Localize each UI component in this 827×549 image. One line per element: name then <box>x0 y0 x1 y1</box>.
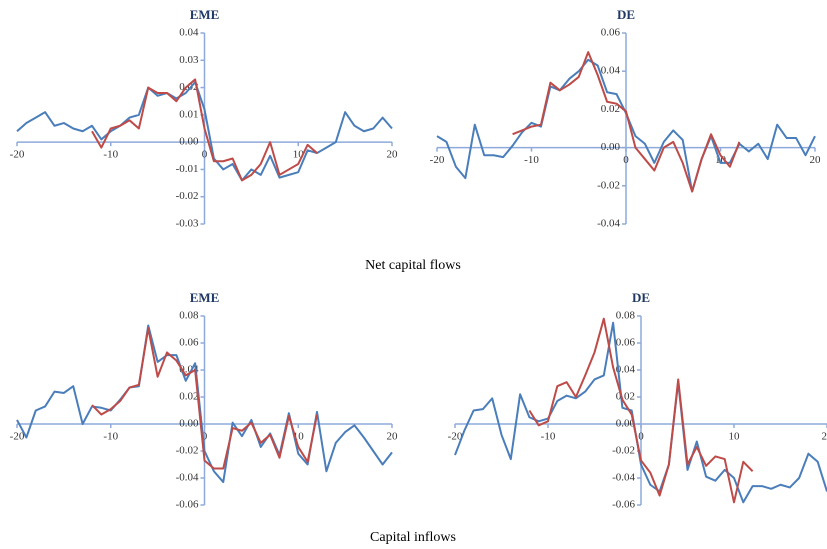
y-tick-label: 0.04 <box>179 27 199 39</box>
x-tick-label: -10 <box>541 431 556 443</box>
y-tick-label: 0.03 <box>179 54 199 66</box>
series-line <box>454 321 827 504</box>
y-tick-label: 0.02 <box>616 391 635 403</box>
y-tick-label: 0.02 <box>179 391 198 403</box>
x-tick-label: -10 <box>103 431 118 443</box>
series-line <box>512 51 741 193</box>
y-tick-label: 0.04 <box>601 65 621 77</box>
y-tick-label: 0.04 <box>616 364 636 376</box>
x-tick-label: -10 <box>524 154 539 166</box>
x-tick-label: 20 <box>810 154 822 166</box>
y-tick-label: 0.00 <box>601 141 621 153</box>
y-tick-label: -0.04 <box>612 472 635 484</box>
chart-title: DE <box>617 7 635 22</box>
y-tick-label: 0.00 <box>616 418 636 430</box>
y-tick-label: 0.06 <box>601 27 621 39</box>
x-tick-label: 20 <box>387 149 399 161</box>
y-tick-label: 0.01 <box>179 108 198 120</box>
series-line <box>528 317 754 504</box>
x-tick-label: 10 <box>729 431 741 443</box>
x-tick-label: 0 <box>202 149 208 161</box>
y-tick-label: -0.02 <box>612 445 635 457</box>
y-tick-label: -0.04 <box>176 472 199 484</box>
y-tick-label: 0.08 <box>179 310 199 322</box>
chart-title: DE <box>632 290 650 305</box>
x-tick-label: 0 <box>623 154 629 166</box>
x-tick-label: 10 <box>715 154 727 166</box>
y-tick-label: 0.02 <box>601 103 620 115</box>
y-tick-label: 0.08 <box>616 310 636 322</box>
y-tick-label: 0.00 <box>179 418 199 430</box>
x-tick-label: 0 <box>202 431 208 443</box>
y-tick-label: -0.06 <box>612 499 635 511</box>
x-tick-label: -20 <box>430 154 445 166</box>
x-tick-label: 10 <box>293 431 305 443</box>
series-line <box>91 327 318 470</box>
y-tick-label: 0.06 <box>616 337 636 349</box>
y-tick-label: 0.00 <box>179 136 199 148</box>
y-tick-label: -0.01 <box>176 163 199 175</box>
y-tick-label: -0.03 <box>176 218 199 230</box>
x-tick-label: 0 <box>638 431 644 443</box>
y-tick-label: -0.02 <box>176 445 199 457</box>
x-tick-label: -20 <box>10 431 25 443</box>
y-tick-label: 0.06 <box>179 337 199 349</box>
x-tick-label: 20 <box>387 431 399 443</box>
y-tick-label: -0.02 <box>597 179 620 191</box>
y-tick-label: -0.02 <box>176 190 199 202</box>
series-line <box>91 78 318 182</box>
x-tick-label: -20 <box>10 149 25 161</box>
x-tick-label: 10 <box>293 149 305 161</box>
y-tick-label: -0.06 <box>176 499 199 511</box>
chart-title: EME <box>190 7 220 22</box>
chart-title: EME <box>190 290 220 305</box>
caption: Capital inflows <box>370 530 456 545</box>
y-tick-label: -0.04 <box>597 218 620 230</box>
x-tick-label: -20 <box>448 431 463 443</box>
x-tick-label: 20 <box>822 431 827 443</box>
x-tick-label: -10 <box>103 149 118 161</box>
series-line <box>16 81 393 182</box>
caption: Net capital flows <box>365 258 461 273</box>
